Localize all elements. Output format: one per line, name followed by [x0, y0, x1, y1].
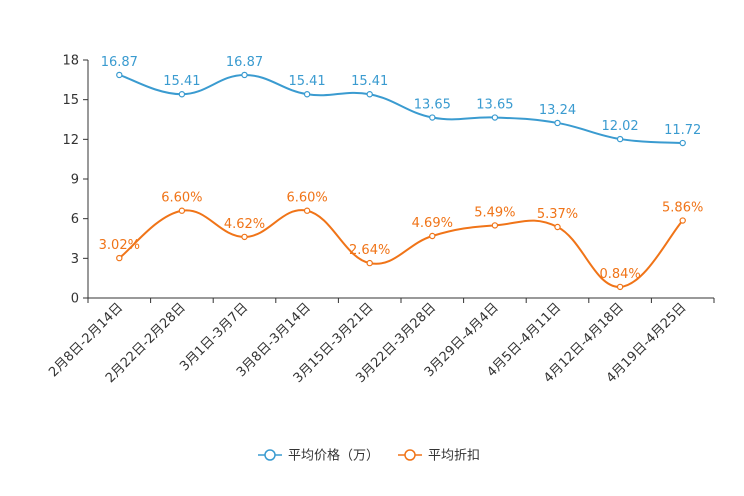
- y-tick-label: 6: [71, 212, 79, 227]
- data-label: 12.02: [601, 119, 638, 134]
- data-label: 2.64%: [349, 243, 390, 258]
- series-line-1: [118, 73, 683, 145]
- data-label: 0.84%: [599, 267, 640, 282]
- data-point[interactable]: [303, 207, 311, 214]
- data-point[interactable]: [366, 91, 373, 98]
- data-label: 5.37%: [537, 207, 578, 222]
- data-point[interactable]: [241, 71, 248, 79]
- data-label: 15.41: [351, 74, 388, 89]
- data-label: 13.24: [539, 103, 576, 118]
- legend-item-2[interactable]: 平均折扣: [398, 449, 480, 464]
- data-label: 11.72: [664, 123, 701, 138]
- y-tick-label: 18: [62, 54, 79, 69]
- data-label: 13.65: [414, 98, 451, 113]
- data-label: 6.60%: [161, 191, 202, 206]
- data-label: 4.62%: [224, 217, 265, 232]
- data-point[interactable]: [178, 207, 186, 214]
- data-label: 5.86%: [662, 201, 703, 216]
- legend-marker-icon: [404, 449, 416, 461]
- data-label: 4.69%: [412, 216, 453, 231]
- data-point[interactable]: [491, 114, 499, 121]
- data-label: 3.02%: [99, 238, 140, 253]
- data-point[interactable]: [616, 283, 624, 291]
- legend-item-1[interactable]: 平均价格（万）: [258, 448, 379, 464]
- y-tick-label: 9: [71, 173, 79, 188]
- data-point[interactable]: [366, 259, 373, 267]
- data-label: 15.41: [288, 74, 325, 89]
- legend-label: 平均折扣: [428, 449, 480, 464]
- data-label: 15.41: [163, 74, 200, 89]
- y-tick-label: 12: [62, 133, 79, 148]
- series-line-2: [118, 209, 684, 288]
- y-tick-label: 0: [71, 292, 79, 307]
- data-point[interactable]: [554, 119, 561, 127]
- legend-label: 平均价格（万）: [288, 448, 379, 464]
- data-point[interactable]: [303, 91, 311, 98]
- data-point[interactable]: [554, 223, 561, 231]
- data-point[interactable]: [429, 114, 436, 121]
- data-point[interactable]: [116, 71, 123, 79]
- data-label: 6.60%: [286, 191, 327, 206]
- data-label: 13.65: [476, 98, 513, 113]
- y-tick-label: 3: [71, 252, 79, 267]
- data-point[interactable]: [616, 135, 624, 143]
- data-point[interactable]: [491, 222, 499, 229]
- data-label: 16.87: [101, 55, 138, 70]
- data-point[interactable]: [429, 232, 436, 240]
- legend-marker-icon: [264, 449, 276, 461]
- data-point[interactable]: [679, 217, 686, 224]
- data-point[interactable]: [679, 139, 686, 147]
- data-point[interactable]: [116, 254, 123, 262]
- data-label: 5.49%: [474, 205, 515, 220]
- data-point[interactable]: [178, 91, 186, 98]
- y-tick-label: 15: [62, 93, 79, 108]
- data-point[interactable]: [241, 233, 248, 241]
- data-label: 16.87: [226, 55, 263, 70]
